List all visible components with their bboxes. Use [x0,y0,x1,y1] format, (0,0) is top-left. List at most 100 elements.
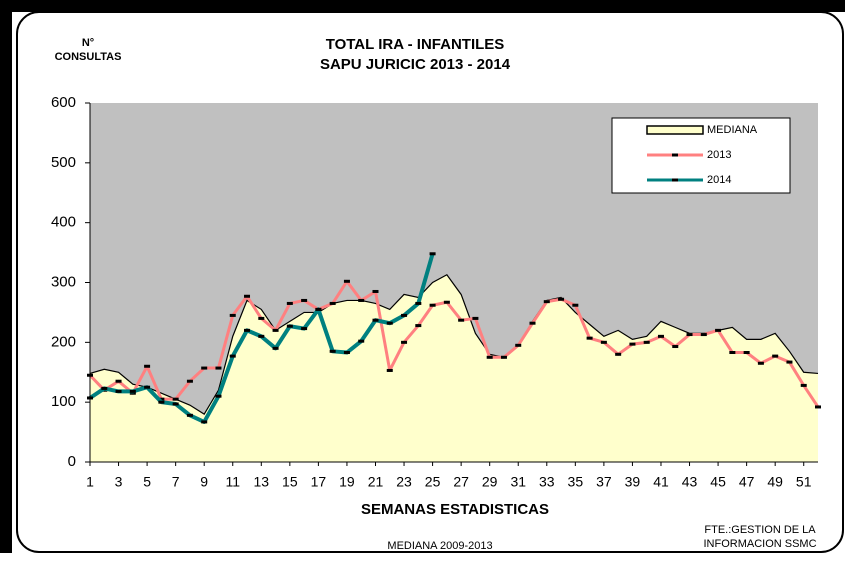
point-marker [172,402,179,406]
x-tick-label: 3 [115,474,123,490]
x-axis-label: SEMANAS ESTADISTICAS [361,501,549,518]
point-marker [201,366,208,370]
y-tick-label: 0 [68,453,76,470]
point-marker [215,366,222,370]
x-tick-label: 49 [767,474,783,490]
frame-top [0,0,845,12]
y-axis-label: N° [82,37,94,49]
point-marker [343,279,350,283]
point-marker [743,351,750,355]
x-tick-label: 11 [225,474,240,490]
point-marker [358,339,365,343]
point-marker [343,351,350,355]
x-tick-label: 9 [200,474,208,490]
point-marker [729,351,736,355]
point-marker [800,383,807,387]
x-tick-label: 41 [653,474,669,490]
x-tick-label: 1 [86,474,94,490]
point-marker [529,321,536,325]
chart-title: TOTAL IRA - INFANTILES [326,36,505,53]
point-marker [172,397,179,401]
point-marker [201,420,208,424]
point-marker [615,352,622,356]
x-tick-label: 43 [682,474,698,490]
y-axis-label: CONSULTAS [55,51,122,63]
line [88,279,820,408]
point-marker [572,303,579,307]
point-marker [372,318,379,322]
y-tick-label: 600 [51,94,76,111]
point-marker [401,313,408,317]
x-tick-label: 35 [568,474,584,490]
point-marker [643,340,650,344]
point-marker [315,307,322,311]
point-marker [186,413,193,417]
point-marker [115,379,122,383]
point-marker [101,386,108,390]
x-tick-label: 15 [282,474,298,490]
point-marker [443,300,450,304]
point-marker [115,389,122,393]
point-marker [543,300,550,304]
x-tick-label: 39 [625,474,641,490]
legend-label: 2014 [707,174,731,186]
source-note: INFORMACION SSMC [703,538,816,550]
x-tick-label: 19 [339,474,355,490]
legend-label: 2013 [707,149,731,161]
point-marker [272,346,279,350]
point-marker [186,379,193,383]
point-marker [244,328,251,332]
x-tick-label: 51 [796,474,812,490]
x-tick-label: 5 [143,474,151,490]
point-marker [458,318,465,322]
x-tick-label: 23 [396,474,412,490]
x-tick-label: 17 [311,474,327,490]
point-marker [144,364,151,368]
point-marker [244,294,251,298]
annotation: MEDIANA 2009-2013 [387,540,492,552]
point-marker [329,349,336,353]
point-marker [429,303,436,307]
x-tick-label: 29 [482,474,498,490]
point-marker [786,360,793,364]
point-marker [415,301,422,305]
point-marker [301,327,308,331]
y-tick-label: 100 [51,393,76,410]
point-marker [558,297,565,301]
point-marker [272,328,279,332]
point-marker [358,298,365,302]
x-tick-label: 31 [510,474,526,490]
y-tick-label: 500 [51,154,76,171]
x-tick-label: 45 [710,474,726,490]
source-note: FTE.:GESTION DE LA [704,524,816,536]
point-marker [301,298,308,302]
point-marker [772,354,779,358]
y-tick-label: 300 [51,273,76,290]
point-marker [129,389,136,393]
point-marker [429,252,436,256]
frame-left [0,0,12,553]
point-marker [700,333,707,337]
point-marker [286,324,293,328]
x-tick-label: 27 [453,474,469,490]
point-marker [486,355,493,359]
point-marker [757,361,764,365]
point-marker [500,355,507,359]
point-marker [672,345,679,349]
point-marker [472,316,479,320]
point-marker [515,343,522,347]
point-marker [258,334,265,338]
point-marker [158,397,165,401]
point-marker [229,354,236,358]
area [90,274,818,462]
point-marker [144,385,151,389]
x-tick-label: 13 [254,474,270,490]
x-tick-label: 21 [368,474,384,490]
point-marker [657,334,664,338]
point-marker [229,313,236,317]
x-tick-label: 7 [172,474,180,490]
y-tick-label: 400 [51,214,76,231]
legend-marker [672,153,678,157]
